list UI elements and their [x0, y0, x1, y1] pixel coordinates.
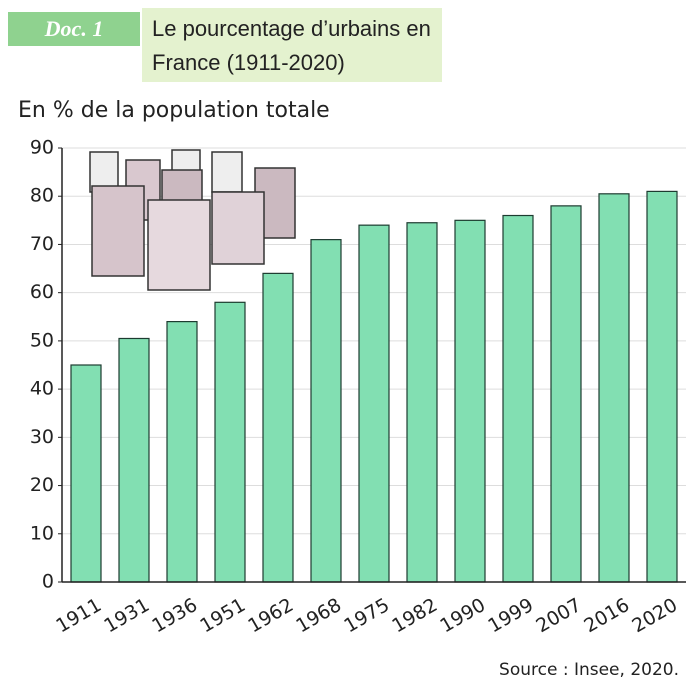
x-tick-label: 1936: [148, 594, 201, 637]
x-tick-label: 1951: [196, 594, 249, 637]
y-tick-label: 20: [30, 474, 54, 496]
y-tick-label: 40: [30, 378, 54, 400]
x-tick-label: 2007: [532, 594, 585, 637]
doc-label: Doc. 1: [8, 12, 140, 46]
bar: [167, 322, 197, 582]
x-tick-label: 2020: [628, 594, 681, 637]
page: {"doc_label": "Doc. 1", "chart_data": {"…: [0, 0, 687, 692]
x-tick-label: 1975: [340, 594, 393, 637]
x-tick-label: 1999: [484, 594, 537, 637]
bar: [503, 216, 533, 582]
source: Source : Insee, 2020.: [499, 660, 679, 680]
bar: [599, 194, 629, 582]
x-tick-label: 1931: [100, 594, 153, 637]
buildings-illustration: [90, 150, 295, 290]
chart-title: Le pourcentage d’urbains en France (1911…: [142, 8, 442, 82]
bar: [647, 191, 677, 582]
x-tick-label: 1911: [52, 594, 105, 637]
y-tick-label: 30: [30, 426, 54, 448]
bar: [455, 220, 485, 582]
bar: [311, 240, 341, 582]
bar: [407, 223, 437, 582]
y-tick-label: 60: [30, 281, 54, 303]
y-tick-label: 80: [30, 185, 54, 207]
bar: [119, 338, 149, 582]
x-tick-label: 1982: [388, 594, 441, 637]
y-axis-label: En % de la population totale: [18, 98, 330, 123]
y-tick-label: 70: [30, 233, 54, 255]
y-tick-label: 10: [30, 522, 54, 544]
y-tick-label: 90: [30, 137, 54, 159]
x-tick-label: 1968: [292, 594, 345, 637]
bar: [263, 273, 293, 582]
bar: [551, 206, 581, 582]
y-tick-label: 50: [30, 329, 54, 351]
x-tick-label: 1990: [436, 594, 489, 637]
bar: [359, 225, 389, 582]
x-tick-label: 2016: [580, 594, 633, 637]
bar: [71, 365, 101, 582]
x-tick-label: 1962: [244, 594, 297, 637]
bar: [215, 302, 245, 582]
y-tick-label: 0: [42, 571, 54, 593]
